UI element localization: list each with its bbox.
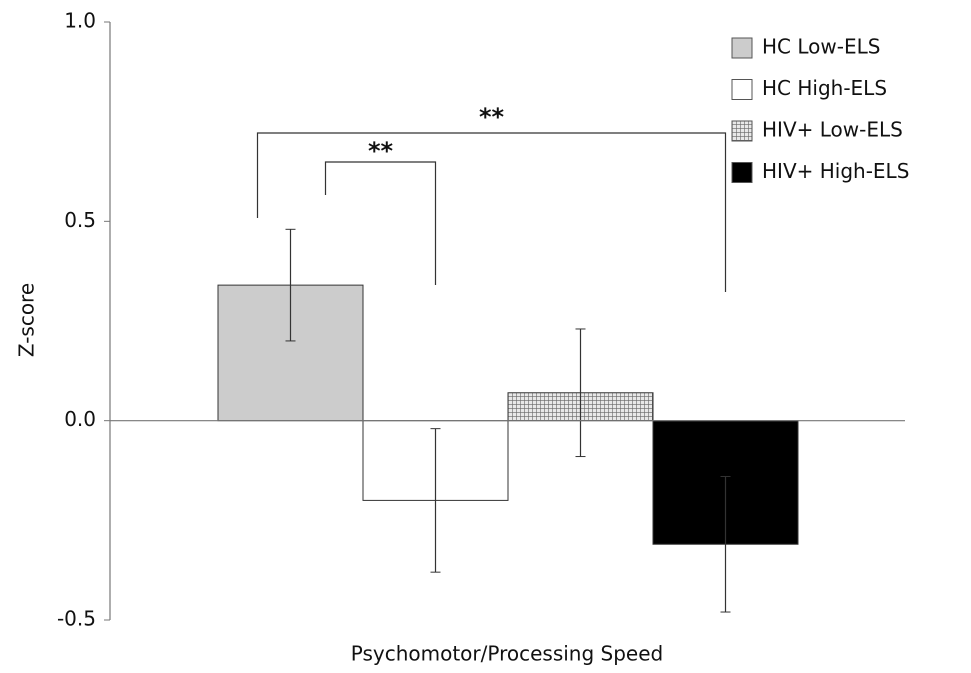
legend-swatch	[731, 162, 753, 183]
legend-label: HC High-ELS	[762, 76, 887, 100]
legend-label: HIV+ High-ELS	[762, 159, 909, 183]
legend-label: HC Low-ELS	[762, 35, 880, 59]
y-axis-label: Z-score	[15, 283, 39, 357]
legend-swatch	[731, 120, 753, 142]
significance-bracket	[324, 161, 437, 285]
legend-label: HIV+ Low-ELS	[762, 118, 903, 142]
significance-label: **	[368, 137, 394, 165]
y-tick-label: 0.0	[64, 407, 96, 431]
significance-bracket	[256, 132, 727, 292]
x-axis-label: Psychomotor/Processing Speed	[351, 642, 663, 666]
significance-label: **	[479, 103, 505, 131]
y-tick-label: 0.5	[64, 208, 96, 232]
legend-swatch	[731, 37, 753, 59]
legend-swatch	[731, 79, 753, 100]
y-tick-label: -0.5	[57, 607, 96, 631]
y-tick-label: 1.0	[64, 9, 96, 33]
